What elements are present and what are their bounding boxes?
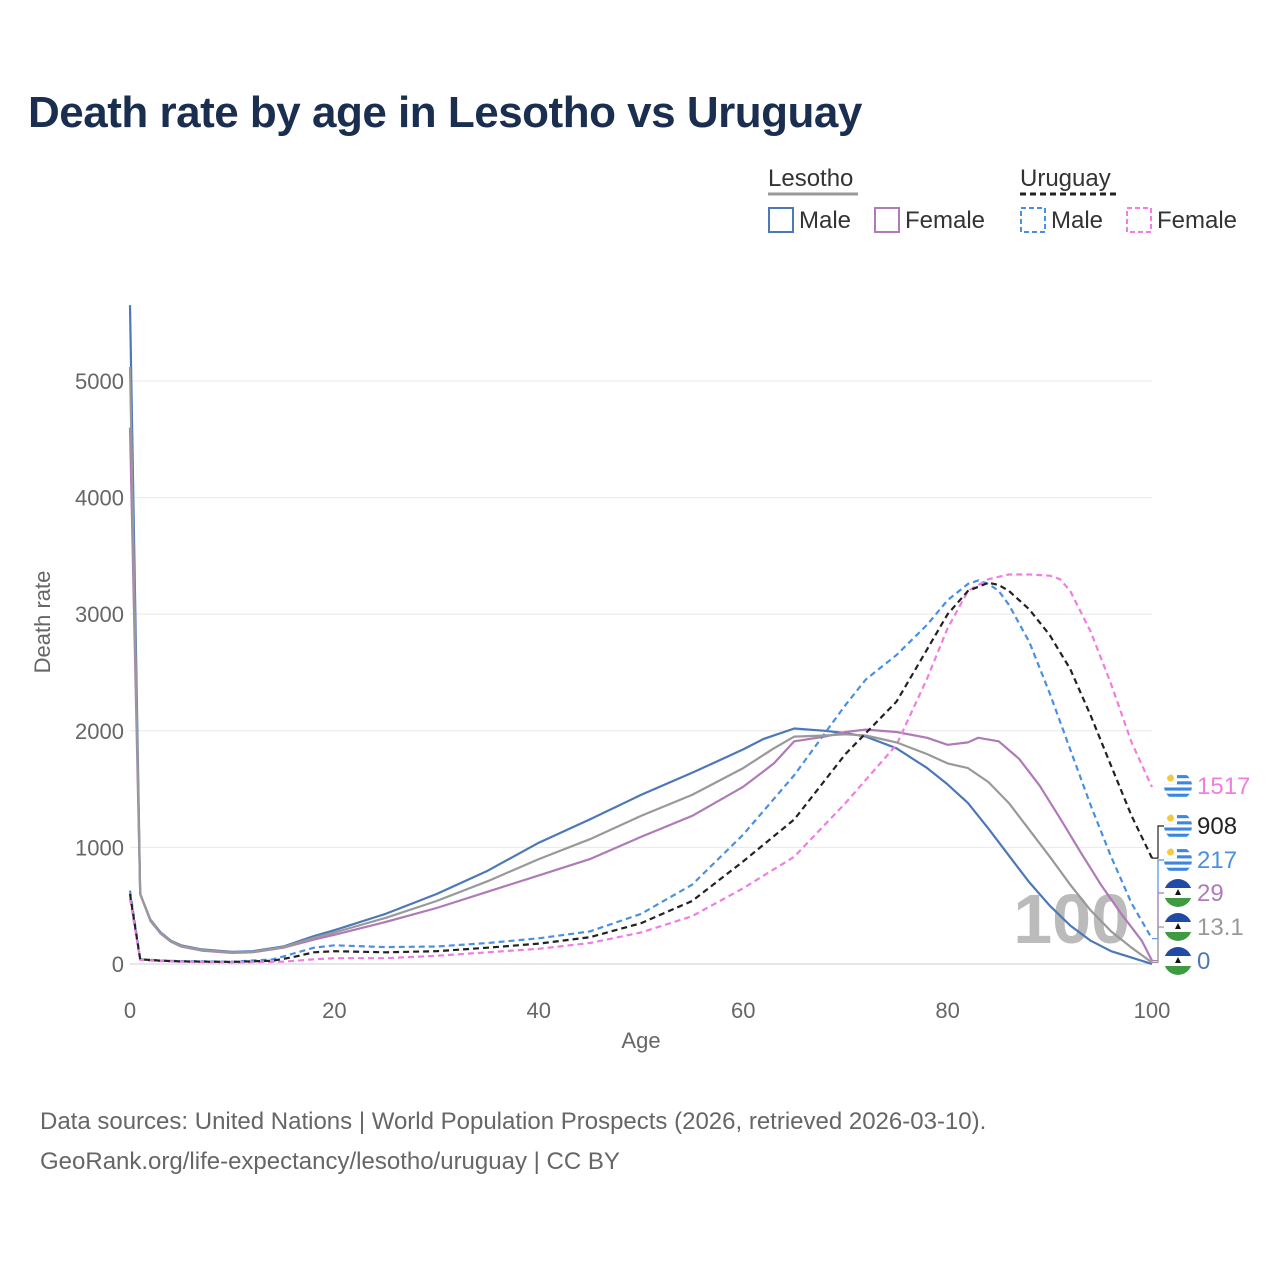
end-value-label: 29 (1197, 880, 1224, 907)
x-tick-label: 60 (731, 998, 755, 1023)
legend-swatch-uruguay-female[interactable] (1126, 207, 1152, 233)
series-line-uruguay-male (128, 579, 1153, 963)
end-value-label: 13.1 (1197, 914, 1244, 941)
flag-lesotho-icon (1164, 913, 1192, 941)
series-line-uruguay (128, 581, 1153, 963)
series-line-lesotho-female (128, 427, 1153, 962)
flag-uruguay-icon (1164, 846, 1192, 874)
connector-uruguay (1152, 825, 1164, 859)
legend-swatch-lesotho-female[interactable] (874, 207, 900, 233)
end-value-label: 0 (1197, 948, 1210, 975)
x-tick-label: 80 (935, 998, 959, 1023)
legend-label-lesotho-male[interactable]: Male (799, 207, 851, 234)
x-tick-label: 40 (527, 998, 551, 1023)
series-line-uruguay-female (128, 573, 1154, 964)
series-line-lesotho (128, 366, 1153, 964)
legend-label-lesotho-female[interactable]: Female (905, 207, 985, 234)
legend-country-uruguay: Uruguay (1020, 165, 1111, 192)
flag-lesotho-icon (1164, 879, 1192, 907)
year-watermark: 100 (1013, 880, 1130, 958)
source-line-2[interactable]: GeoRank.org/life-expectancy/lesotho/urug… (40, 1148, 620, 1175)
legend-label-uruguay-male[interactable]: Male (1051, 207, 1103, 234)
x-tick-label: 100 (1134, 998, 1171, 1023)
end-value-label: 217 (1197, 847, 1237, 874)
y-axis-label: Death rate (30, 571, 55, 674)
y-tick-label: 4000 (75, 486, 124, 511)
connector-lesotho (1152, 926, 1164, 964)
y-tick-label: 2000 (75, 719, 124, 744)
end-value-label: 1517 (1197, 773, 1250, 800)
y-tick-label: 1000 (75, 835, 124, 860)
y-tick-label: 3000 (75, 602, 124, 627)
y-tick-label: 0 (112, 952, 124, 977)
flag-uruguay-icon (1164, 812, 1192, 840)
series-line-lesotho-male (128, 305, 1153, 966)
legend-swatch-uruguay-male[interactable] (1020, 207, 1046, 233)
flag-lesotho-icon (1164, 947, 1192, 975)
legend-country-lesotho: Lesotho (768, 165, 853, 192)
legend-label-uruguay-female[interactable]: Female (1157, 207, 1237, 234)
x-axis-label: Age (621, 1028, 660, 1053)
x-tick-label: 0 (124, 998, 136, 1023)
chart-title: Death rate by age in Lesotho vs Uruguay (28, 88, 862, 137)
y-tick-label: 5000 (75, 369, 124, 394)
flag-uruguay-icon (1164, 772, 1192, 800)
legend-swatch-lesotho-male[interactable] (768, 207, 794, 233)
x-tick-label: 20 (322, 998, 346, 1023)
source-line-1: Data sources: United Nations | World Pop… (40, 1108, 987, 1135)
end-value-label: 908 (1197, 813, 1237, 840)
